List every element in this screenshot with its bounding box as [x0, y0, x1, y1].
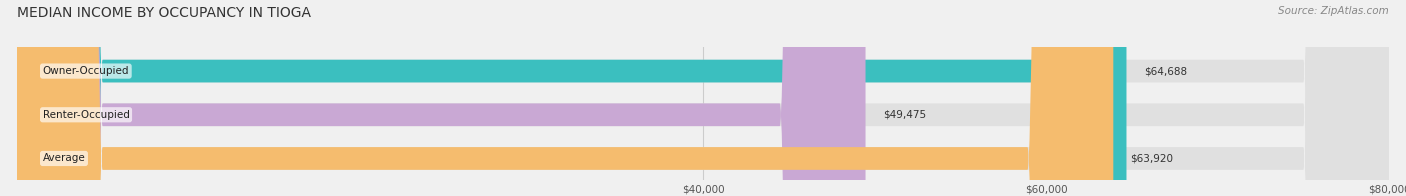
FancyBboxPatch shape	[17, 0, 866, 196]
Text: $63,920: $63,920	[1130, 153, 1174, 163]
Text: $49,475: $49,475	[883, 110, 925, 120]
Text: Owner-Occupied: Owner-Occupied	[42, 66, 129, 76]
FancyBboxPatch shape	[17, 0, 1389, 196]
FancyBboxPatch shape	[17, 0, 1389, 196]
Text: $64,688: $64,688	[1143, 66, 1187, 76]
Text: Source: ZipAtlas.com: Source: ZipAtlas.com	[1278, 6, 1389, 16]
Text: MEDIAN INCOME BY OCCUPANCY IN TIOGA: MEDIAN INCOME BY OCCUPANCY IN TIOGA	[17, 6, 311, 20]
FancyBboxPatch shape	[17, 0, 1114, 196]
Text: Average: Average	[42, 153, 86, 163]
FancyBboxPatch shape	[17, 0, 1389, 196]
FancyBboxPatch shape	[17, 0, 1126, 196]
Text: Renter-Occupied: Renter-Occupied	[42, 110, 129, 120]
